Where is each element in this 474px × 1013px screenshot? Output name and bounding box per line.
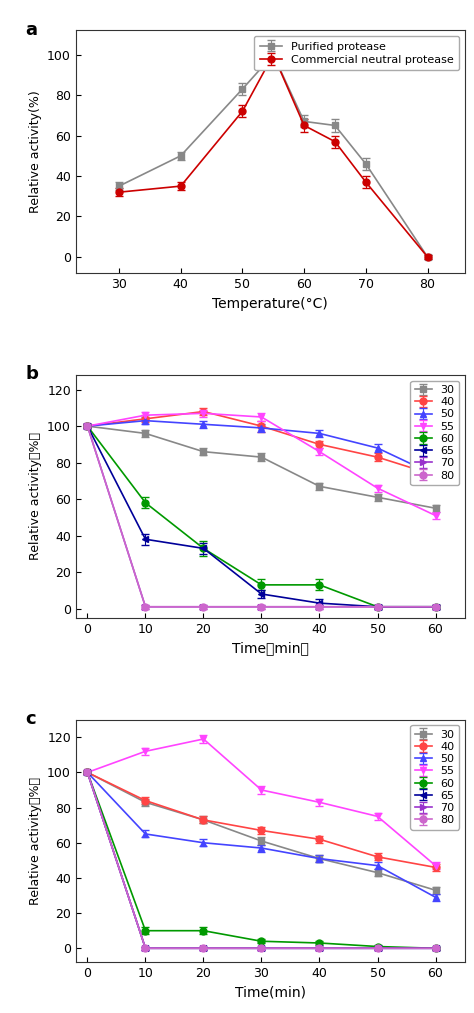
Text: c: c: [25, 710, 36, 728]
Text: a: a: [25, 20, 37, 38]
Legend: 30, 40, 50, 55, 60, 65, 70, 80: 30, 40, 50, 55, 60, 65, 70, 80: [410, 381, 459, 485]
Y-axis label: Relative activity(%): Relative activity(%): [28, 90, 42, 213]
Y-axis label: Relative activity（%）: Relative activity（%）: [28, 777, 42, 905]
Legend: Purified protease, Commercial neutral protease: Purified protease, Commercial neutral pr…: [254, 35, 459, 70]
X-axis label: Time(min): Time(min): [235, 986, 306, 1000]
Y-axis label: Relative activity（%）: Relative activity（%）: [28, 433, 42, 560]
Text: b: b: [25, 366, 38, 383]
X-axis label: Time（min）: Time（min）: [232, 641, 309, 655]
X-axis label: Temperature(°C): Temperature(°C): [212, 297, 328, 311]
Legend: 30, 40, 50, 55, 60, 65, 70, 80: 30, 40, 50, 55, 60, 65, 70, 80: [410, 725, 459, 830]
